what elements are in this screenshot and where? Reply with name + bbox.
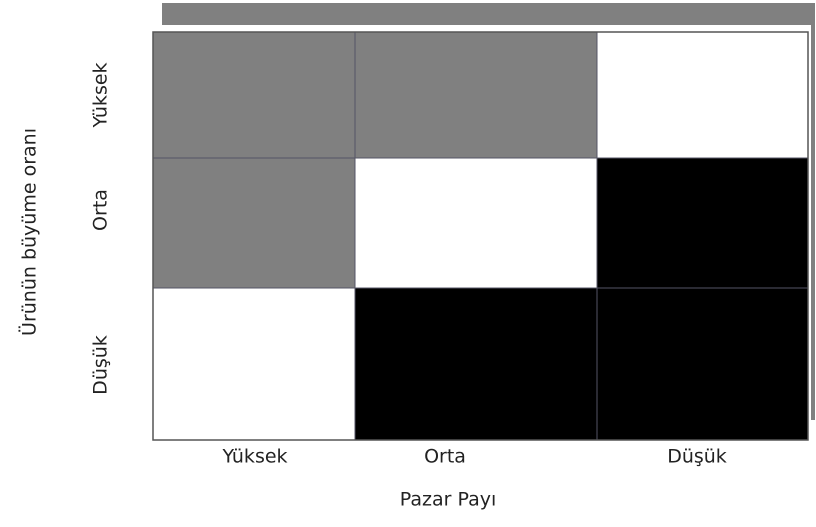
column-label: Yüksek	[221, 446, 287, 468]
grid-border	[152, 31, 809, 441]
column-label: Düşük	[667, 446, 727, 468]
row-label: Yüksek	[90, 62, 112, 128]
row-label: Orta	[90, 189, 112, 231]
matrix-cell	[596, 157, 809, 289]
column-label: Orta	[424, 446, 466, 468]
matrix-cell	[354, 31, 598, 159]
y-axis-title: Ürünün büyüme oranı	[18, 128, 41, 336]
row-label: Düşük	[90, 335, 112, 395]
matrix-cell	[152, 287, 356, 441]
matrix-cell	[354, 157, 598, 289]
x-axis-title: Pazar Payı	[400, 489, 496, 511]
matrix-cell	[152, 31, 356, 159]
matrix-cell	[354, 287, 598, 441]
matrix-cell	[152, 157, 356, 289]
cell-grid	[152, 31, 809, 441]
top-bar	[162, 3, 815, 25]
right-bar	[811, 3, 815, 420]
matrix-cell	[596, 287, 809, 441]
matrix-cell	[596, 31, 809, 159]
